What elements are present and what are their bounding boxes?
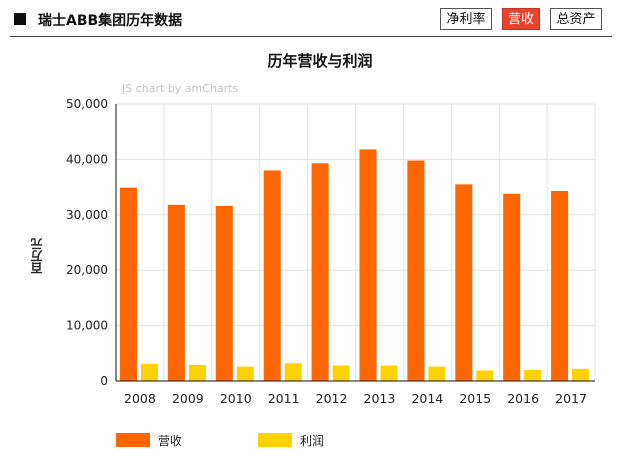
tab-net-margin[interactable]: 净利率 [440, 8, 492, 30]
bar-revenue [311, 163, 329, 381]
tab-revenue[interactable]: 营收 [502, 8, 540, 30]
page-title: 瑞士ABB集团历年数据 [38, 13, 183, 29]
bar-revenue [359, 149, 377, 381]
bar-revenue [120, 187, 137, 381]
bar-profit [476, 370, 494, 381]
bar-revenue [455, 184, 473, 381]
bar-profit [236, 366, 254, 381]
x-tick-label: 2013 [364, 391, 396, 406]
y-tick-label: 0 [100, 374, 108, 388]
bar-profit [572, 368, 590, 381]
y-tick-label: 50,000 [66, 97, 108, 111]
legend-label-revenue: 营收 [158, 434, 183, 448]
x-tick-label: 2016 [507, 391, 539, 406]
header-square-icon [14, 13, 26, 25]
legend-swatch-revenue [116, 433, 150, 447]
chart-title: 历年营收与利润 [267, 52, 373, 70]
bar-revenue [215, 205, 233, 381]
bar-revenue [263, 170, 281, 381]
bar-revenue [551, 190, 569, 381]
header-divider [10, 36, 612, 37]
x-tick-label: 2012 [316, 391, 348, 406]
y-tick-label: 30,000 [66, 208, 108, 222]
x-tick-label: 2010 [220, 391, 252, 406]
x-tick-label: 2015 [459, 391, 491, 406]
chart-credit-link[interactable]: JS chart by amCharts [122, 82, 239, 95]
tab-total-assets[interactable]: 总资产 [550, 8, 602, 30]
bar-profit [428, 366, 446, 381]
y-tick-label: 40,000 [66, 152, 108, 166]
bar-revenue [407, 160, 425, 381]
y-tick-label: 20,000 [66, 263, 108, 277]
bar-profit [380, 365, 398, 381]
bar-revenue [503, 193, 521, 381]
bar-revenue [167, 204, 185, 381]
legend-label-profit: 利润 [300, 434, 325, 448]
y-tick-label: 10,000 [66, 319, 108, 333]
header: 瑞士ABB集团历年数据 净利率 营收 总资产 [0, 0, 640, 40]
x-tick-label: 2011 [268, 391, 300, 406]
bar-profit [141, 363, 158, 381]
bar-profit [524, 369, 542, 381]
legend-swatch-profit [258, 433, 292, 447]
bar-profit [332, 365, 350, 381]
x-tick-label: 2014 [411, 391, 443, 406]
bar-profit [284, 363, 302, 381]
x-tick-label: 2017 [555, 391, 587, 406]
bar-profit [188, 364, 206, 381]
x-tick-label: 2009 [172, 391, 204, 406]
x-tick-label: 2008 [124, 391, 156, 406]
